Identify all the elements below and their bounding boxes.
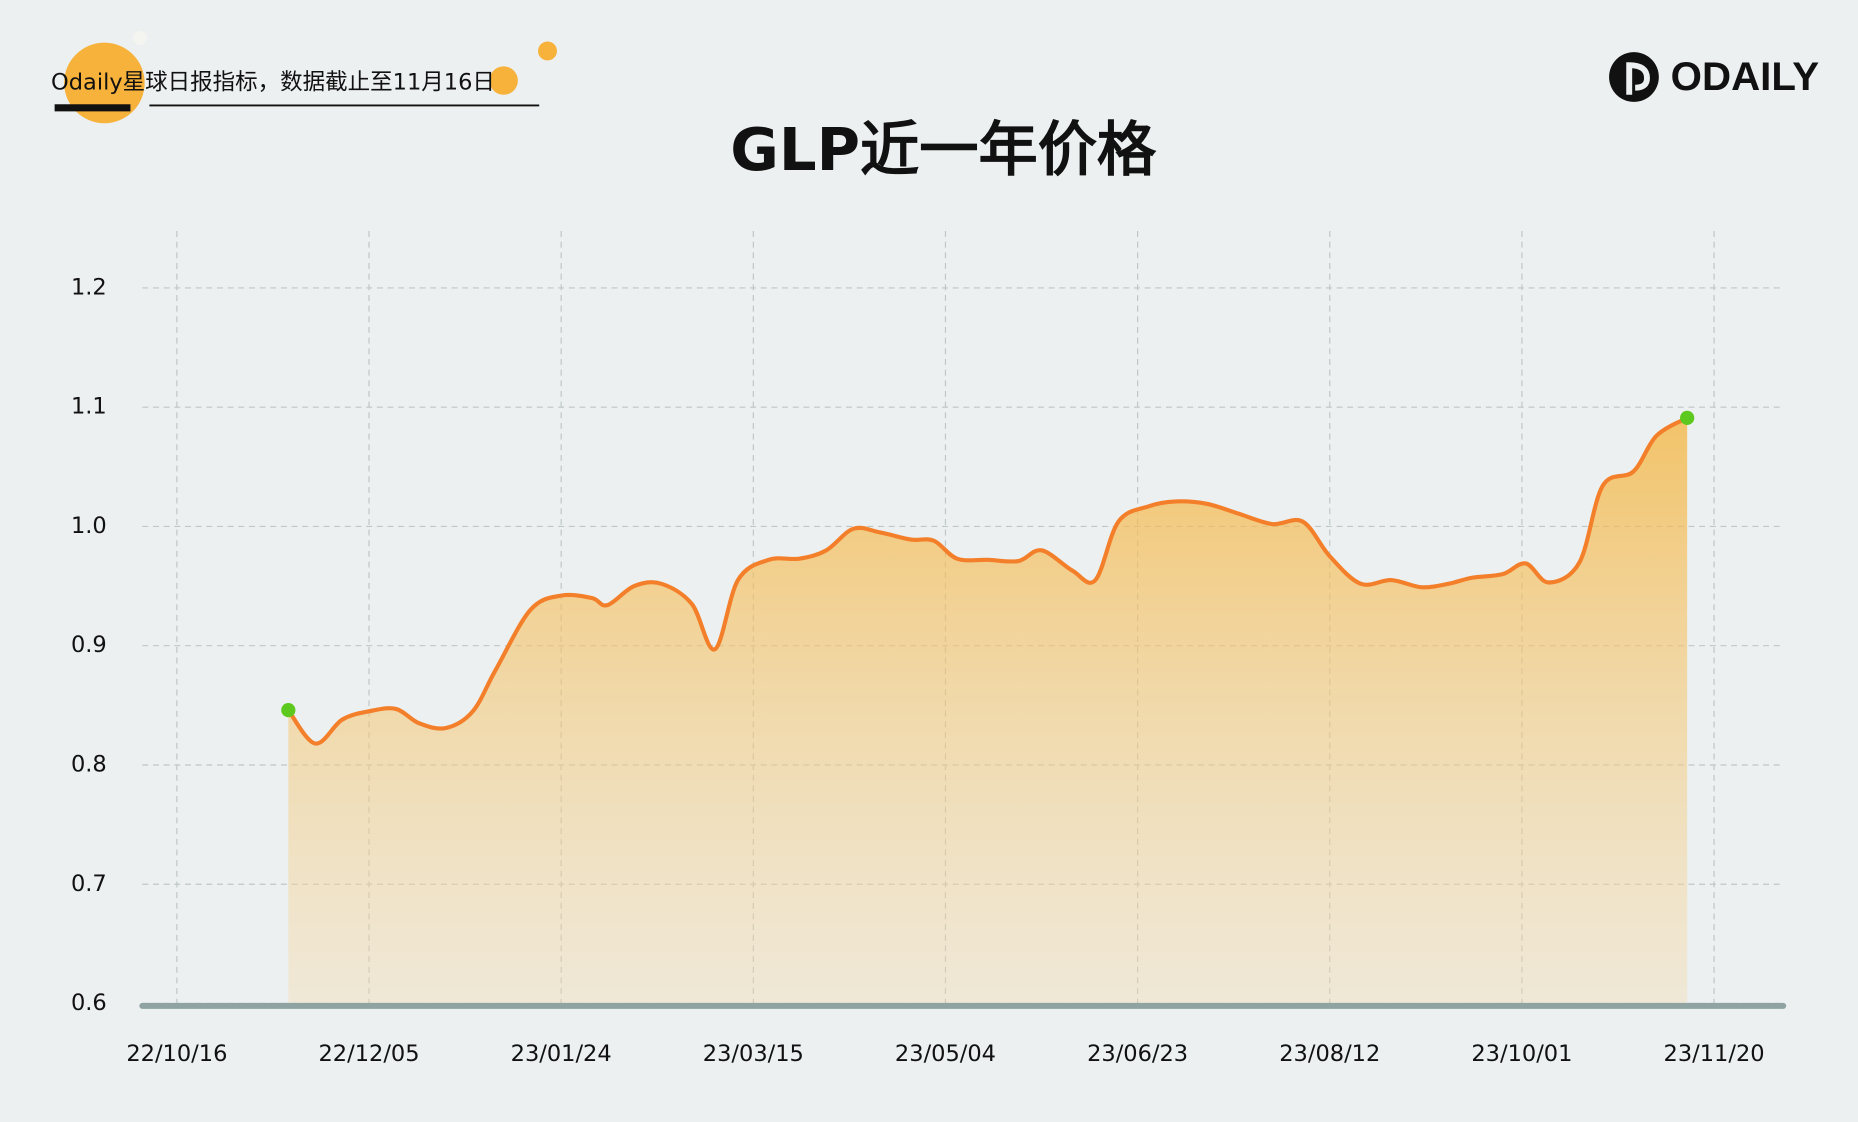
brand-icon (1609, 52, 1659, 102)
x-tick-label: 23/11/20 (1664, 1041, 1765, 1067)
chart-title: GLP近一年价格 (730, 115, 1157, 184)
line (286, 416, 1689, 746)
end-point (281, 703, 296, 718)
decor-dot (489, 66, 518, 95)
brand-icon-mark (1626, 62, 1650, 95)
x-tick-label: 23/10/01 (1471, 1041, 1572, 1067)
y-tick-label: 0.8 (71, 751, 107, 777)
subtitle: Odaily星球日报指标，数据截止至11月16日 (51, 69, 495, 95)
y-tick-label: 0.7 (71, 871, 107, 897)
decor-dot (538, 41, 557, 61)
header: Odaily星球日报指标，数据截止至11月16日 ODAILY GLP近一年价格 (51, 30, 1820, 184)
x-tick-label: 23/08/12 (1279, 1041, 1380, 1067)
plot: 0.6 0.7 0.8 0.9 1.0 1.1 1.2 22/10/16 22/12/05 23/… (71, 231, 1787, 1067)
underline (54, 104, 131, 112)
x-tick-label: 23/05/04 (895, 1041, 996, 1067)
end-point (1680, 410, 1695, 426)
y-tick-label: 0.6 (71, 990, 107, 1016)
area-fill (288, 417, 1688, 1004)
x-tick-label: 23/01/24 (511, 1041, 612, 1067)
y-tick-label: 1.1 (71, 394, 107, 420)
x-tick-label: 23/06/23 (1087, 1041, 1188, 1067)
logo-circle (64, 42, 145, 124)
y-tick-label: 1.2 (71, 274, 107, 300)
x-tick-label: 22/12/05 (318, 1041, 419, 1067)
decor-dot (132, 30, 148, 46)
x-tick-label: 22/10/16 (126, 1041, 227, 1067)
x-tick-label: 23/03/15 (703, 1041, 804, 1067)
brand: ODAILY (1671, 54, 1820, 99)
y-tick-label: 1.0 (71, 513, 107, 539)
y-tick-label: 0.9 (71, 632, 107, 658)
